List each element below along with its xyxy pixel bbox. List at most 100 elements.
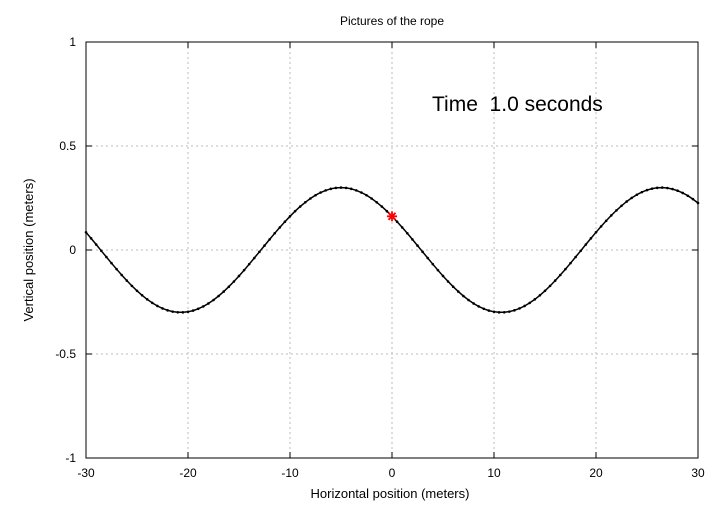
rope-point	[156, 304, 159, 308]
rope-point	[487, 309, 491, 312]
rope-point	[105, 255, 108, 259]
rope-point	[151, 301, 154, 305]
rope-point	[288, 214, 292, 218]
rope-point	[518, 307, 521, 310]
rope-point	[655, 186, 659, 190]
rope-point	[375, 200, 379, 204]
rope-point	[457, 290, 460, 293]
rope-point	[650, 187, 654, 190]
rope-point	[411, 238, 414, 241]
rope-point	[110, 261, 113, 265]
rope-point	[171, 310, 174, 313]
rope-point	[451, 285, 455, 289]
rope-point	[278, 226, 282, 229]
rope-point	[324, 189, 328, 192]
rope-point	[666, 186, 669, 190]
rope-point	[334, 186, 338, 190]
rope-point	[691, 197, 695, 201]
rope-point	[237, 274, 241, 278]
y-tick-label: 0.5	[59, 139, 76, 153]
rope-point	[125, 279, 129, 282]
rope-point	[349, 187, 353, 191]
rope-point	[635, 193, 639, 197]
x-tick-label: 20	[589, 466, 603, 480]
x-tick-label: 0	[389, 466, 396, 480]
rope-point	[584, 243, 588, 246]
rope-point	[579, 249, 582, 253]
rope-points	[84, 186, 700, 314]
x-axis-label: Horizontal position (meters)	[311, 486, 470, 501]
rope-point	[207, 302, 210, 305]
grid	[86, 42, 698, 458]
y-tick-label: 1	[69, 35, 76, 49]
rope-point	[232, 280, 236, 283]
rope-point	[513, 309, 516, 312]
rope-point	[196, 307, 200, 311]
x-tick-label: 10	[487, 466, 501, 480]
rope-point	[645, 188, 649, 192]
rope-point	[385, 209, 389, 213]
x-tick-label: -20	[179, 466, 197, 480]
rope-point	[421, 250, 424, 254]
rope-point	[548, 284, 552, 288]
rope-point	[640, 190, 644, 194]
rope-point	[441, 274, 445, 278]
rope-point	[508, 310, 511, 313]
rope-point	[258, 250, 261, 254]
rope-point	[502, 310, 506, 314]
rope-point	[615, 209, 618, 212]
rope-point	[594, 230, 598, 234]
rope-point	[533, 298, 537, 301]
rope-point	[314, 193, 317, 197]
rope-point	[186, 310, 190, 314]
x-tick-label: -10	[281, 466, 299, 480]
rope-point	[202, 305, 205, 308]
rope-point	[344, 186, 348, 190]
rope-point	[426, 256, 430, 260]
rope-point	[553, 279, 557, 282]
rope-point	[247, 262, 251, 266]
rope-point	[497, 311, 501, 314]
rope-point	[671, 187, 674, 191]
rope-point	[360, 191, 363, 194]
rope-point	[589, 237, 593, 240]
y-axis-label: Vertical position (meters)	[21, 178, 36, 321]
rope-point	[135, 289, 139, 293]
tracked-point-marker	[387, 211, 397, 222]
rope-point	[161, 307, 164, 310]
rope-point	[115, 267, 118, 271]
rope-point	[181, 311, 185, 314]
rope-point	[574, 255, 577, 259]
rope-point	[523, 304, 526, 308]
rope-point	[620, 204, 623, 208]
rope-point	[559, 273, 562, 277]
rope-point	[406, 232, 409, 235]
rope-point	[253, 256, 256, 260]
rope-point	[604, 219, 608, 223]
rope-point	[298, 205, 302, 208]
rope-point	[263, 244, 266, 247]
rope-point	[304, 200, 307, 204]
rope-point	[293, 209, 297, 213]
rope-point	[477, 305, 481, 308]
rope-point	[370, 197, 373, 200]
rope-point	[140, 293, 144, 297]
rope-point	[610, 214, 613, 217]
ticks: -30 -20 -10 0 10 20 30 -1 -0.5 0 0.5 1	[55, 35, 705, 480]
rope-point	[217, 294, 220, 298]
rope-point	[482, 307, 486, 311]
rope-point	[283, 220, 287, 223]
rope-point	[339, 186, 343, 189]
rope-point	[676, 189, 679, 193]
rope-point	[145, 298, 149, 301]
rope-point	[222, 290, 225, 293]
rope-point	[212, 298, 215, 302]
rope-point	[625, 200, 628, 203]
rope-point	[543, 289, 547, 293]
x-tick-label: 30	[691, 466, 705, 480]
rope-point	[94, 243, 98, 246]
rope-point	[446, 280, 450, 283]
rope-point	[436, 268, 440, 272]
rope-point	[166, 309, 169, 312]
